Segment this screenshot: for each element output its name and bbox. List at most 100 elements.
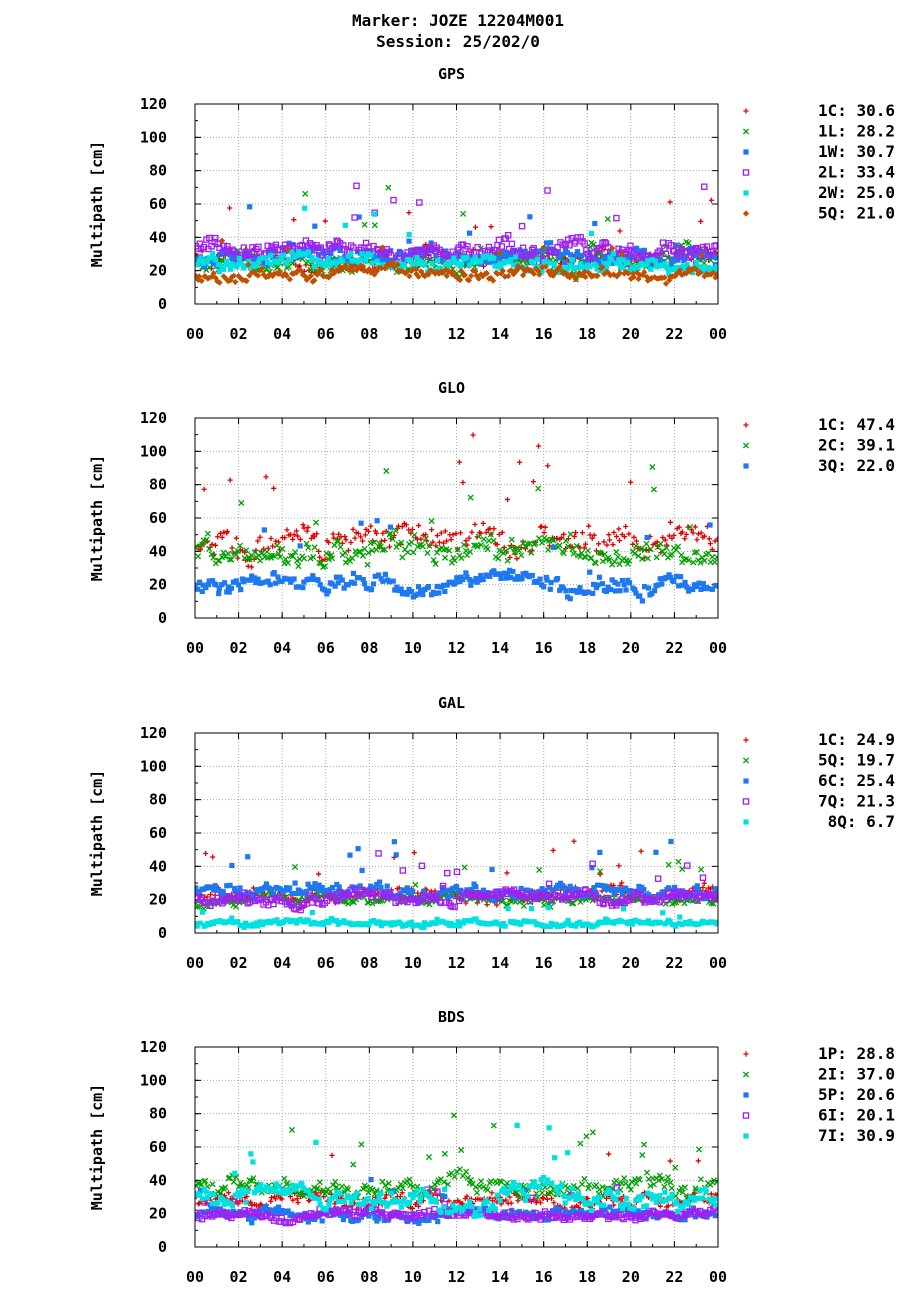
- gps-point: [567, 262, 573, 268]
- gps-point: [577, 233, 584, 241]
- glo-point: [272, 580, 279, 586]
- bds-point: [451, 1173, 458, 1180]
- glo-legend-entry: 1C: 47.4: [818, 415, 895, 434]
- gps-point: [695, 270, 702, 277]
- glo-point: [698, 530, 704, 536]
- gps-point: [617, 228, 623, 234]
- gal-point: [500, 920, 507, 927]
- gps-point: [641, 269, 648, 276]
- gps-point: [703, 243, 711, 250]
- gal-point: [547, 923, 553, 930]
- gps-point: [495, 236, 503, 244]
- glo-point: [535, 535, 543, 542]
- glo-point: [442, 528, 448, 534]
- gps-point: [296, 249, 302, 255]
- bds-ytick-label: 80: [149, 1105, 167, 1123]
- gps-point: [433, 253, 439, 259]
- glo-point: [451, 557, 458, 564]
- glo-point: [305, 544, 312, 551]
- glo-point: [457, 530, 464, 536]
- glo-point: [337, 543, 344, 551]
- gal-point: [555, 923, 561, 929]
- gal-point: [629, 921, 635, 927]
- gps-point: [398, 250, 404, 256]
- gps-point: [271, 270, 278, 277]
- gps-point: [675, 244, 682, 252]
- glo-point: [283, 576, 289, 582]
- bds-point: [327, 1188, 334, 1195]
- bds-point: [456, 1166, 463, 1173]
- glo-point: [498, 575, 504, 582]
- glo-point: [464, 542, 470, 548]
- gal-point: [435, 919, 442, 925]
- gal-point: [712, 886, 718, 892]
- glo-xtick-label: 20: [622, 639, 640, 657]
- gps-point: [234, 264, 240, 270]
- bds-point: [665, 1203, 671, 1209]
- glo-point: [310, 554, 317, 561]
- gps-point: [581, 240, 588, 247]
- gps-point: [572, 276, 580, 283]
- gps-point: [610, 251, 617, 257]
- glo-point: [664, 542, 670, 548]
- glo-point: [520, 539, 527, 547]
- gal-point: [430, 920, 436, 926]
- glo-point: [292, 548, 299, 556]
- gal-point: [569, 891, 575, 898]
- gal-point: [455, 919, 461, 925]
- bds-xtick-label: 06: [317, 1268, 335, 1286]
- glo-point: [419, 543, 426, 550]
- glo-point: [690, 586, 696, 593]
- glo-point: [387, 524, 393, 530]
- gps-point: [380, 257, 387, 263]
- bds-point: [647, 1182, 654, 1189]
- glo-point: [398, 539, 405, 546]
- gal-point: [421, 888, 427, 895]
- gps-point: [249, 244, 256, 251]
- gal-point: [586, 890, 594, 898]
- glo-point: [579, 530, 586, 536]
- gal-point: [500, 897, 507, 904]
- glo-point: [535, 443, 542, 449]
- bds-point: [545, 1217, 552, 1223]
- gps-point: [359, 251, 365, 257]
- gal-point: [203, 850, 209, 857]
- gps-point: [601, 270, 608, 278]
- gal-point: [496, 894, 503, 901]
- gal-point: [412, 881, 419, 888]
- gps-point: [474, 243, 481, 251]
- gps-points: [195, 182, 718, 287]
- glo-point: [261, 527, 267, 533]
- gal-point: [400, 923, 406, 929]
- gps-point: [599, 264, 606, 271]
- gps-point: [201, 264, 208, 270]
- glo-point: [685, 557, 692, 564]
- glo-point: [616, 526, 622, 532]
- glo-point: [507, 554, 513, 561]
- glo-point: [434, 532, 440, 539]
- glo-point: [415, 591, 421, 597]
- bds-point: [442, 1193, 448, 1200]
- gal-point: [249, 891, 255, 898]
- bds-point: [672, 1164, 679, 1171]
- glo-point: [476, 577, 483, 583]
- gal-legend-entry: 6C: 25.4: [818, 771, 895, 790]
- gps-ytick-label: 20: [149, 262, 167, 280]
- glo-point: [541, 584, 547, 590]
- gal-point: [604, 894, 611, 902]
- glo-point: [335, 580, 341, 586]
- gal-point: [292, 880, 298, 886]
- gal-point: [447, 887, 453, 893]
- gps-point: [622, 268, 629, 276]
- glo-point: [587, 569, 593, 575]
- glo-point: [538, 523, 545, 530]
- glo-point: [442, 588, 448, 595]
- gps-point: [405, 256, 411, 263]
- gps-point: [246, 258, 252, 265]
- bds-point: [583, 1133, 590, 1140]
- bds-point: [222, 1184, 229, 1191]
- glo-point: [199, 588, 205, 595]
- gal-point: [235, 897, 243, 904]
- glo-point: [369, 547, 376, 554]
- glo-point: [440, 540, 447, 546]
